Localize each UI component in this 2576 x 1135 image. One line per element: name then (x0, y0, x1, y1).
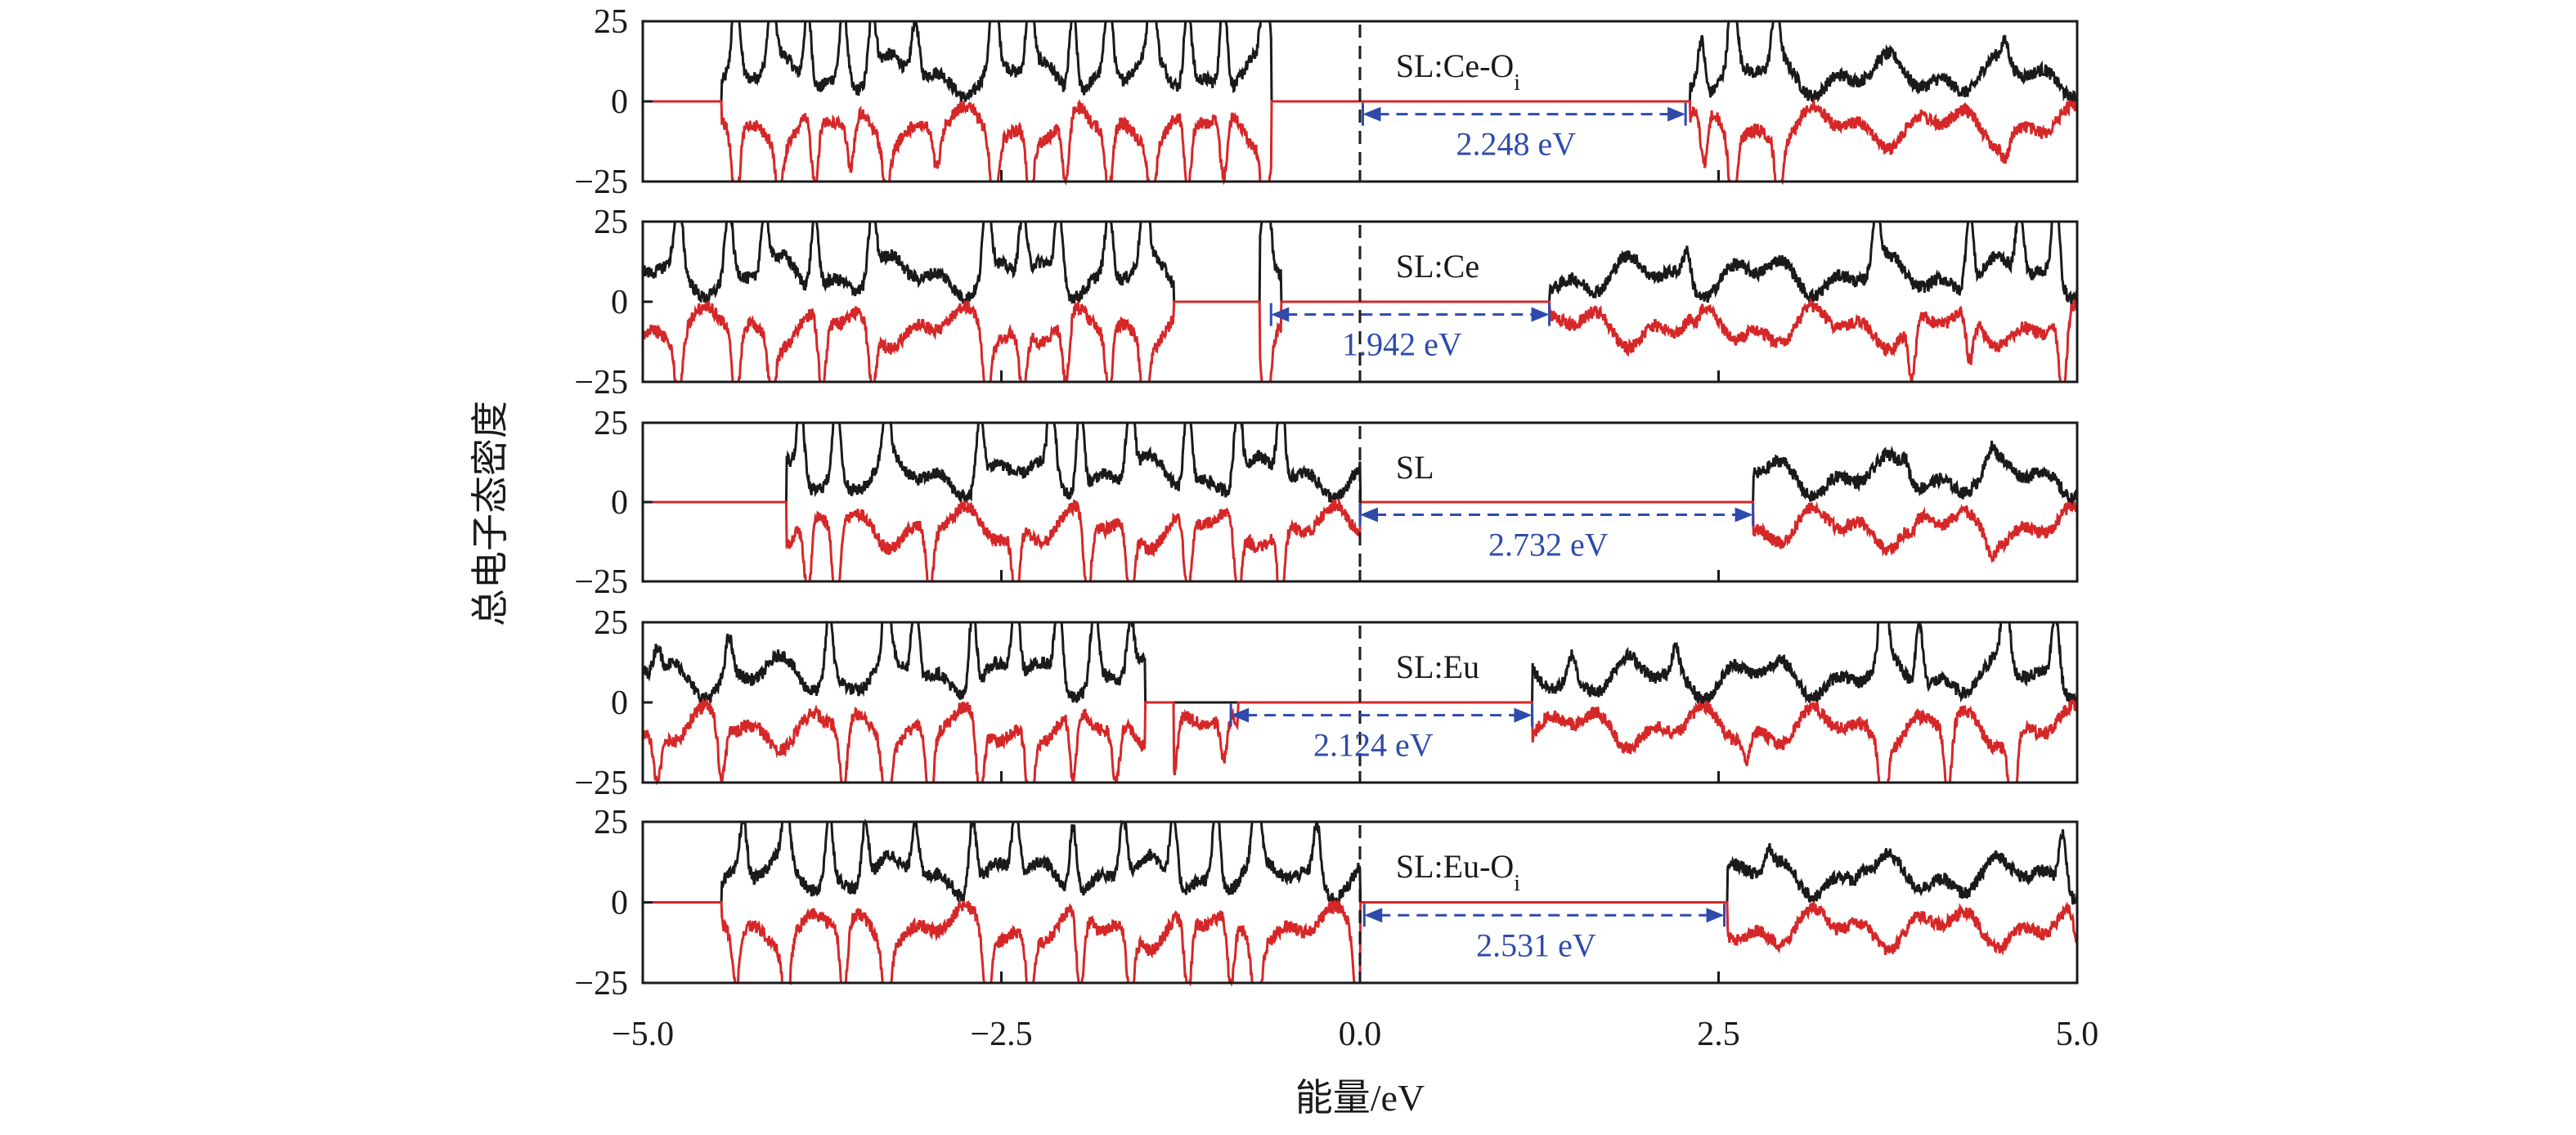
y-tick-label: 0 (611, 284, 628, 321)
dos-panel: 25 0 −25 SL 2.732 eV (574, 405, 2079, 601)
band-gap-label: 2.248 eV (1456, 126, 1577, 163)
arrow-head-left-icon (1364, 908, 1383, 923)
arrow-head-left-icon (1362, 106, 1381, 122)
arrow-head-left-icon (1271, 307, 1290, 322)
band-gap-label: 1.942 eV (1342, 326, 1462, 363)
x-tick-label: 5.0 (2056, 1016, 2099, 1053)
y-tick-label: −25 (574, 563, 628, 601)
spin-up-dos-line (643, 421, 2079, 506)
arrow-head-right-icon (1706, 908, 1725, 923)
arrow-head-left-icon (1360, 507, 1378, 523)
arrow-head-left-icon (1231, 707, 1250, 723)
arrow-head-right-icon (1667, 106, 1686, 122)
dos-panel: 25 0 −25 SL:Eu-Oi 2.531 eV (574, 804, 2079, 1003)
x-tick-label: 2.5 (1697, 1016, 1740, 1053)
arrow-head-right-icon (1514, 707, 1533, 723)
x-tick-label: −5.0 (612, 1016, 674, 1053)
x-axis-label: 能量/eV (1295, 1077, 1425, 1119)
panel-label: SL:Eu (1396, 648, 1479, 685)
dos-panel: 25 0 −25 SL:Ce-Oi 2.248 eV (574, 3, 2079, 201)
spin-down-dos-line (643, 497, 2079, 583)
y-tick-label: 25 (594, 604, 628, 642)
y-tick-label: −25 (574, 765, 628, 802)
y-tick-label: 0 (611, 885, 628, 922)
y-axis-label: 总电子态密度 (469, 401, 511, 626)
band-gap-label: 2.732 eV (1488, 527, 1609, 563)
dos-panel: 25 0 −25 SL:Ce 1.942 eV (574, 204, 2079, 402)
dos-panel: 25 0 −25 SL:Eu 2.124 eV (574, 604, 2079, 802)
y-tick-label: 0 (611, 83, 628, 121)
panel-label: SL:Eu-Oi (1396, 848, 1520, 896)
x-tick-label: −2.5 (970, 1016, 1032, 1053)
y-tick-label: 25 (594, 204, 628, 241)
y-tick-label: 0 (611, 484, 628, 522)
y-tick-label: 0 (611, 684, 628, 722)
arrow-head-right-icon (1531, 307, 1550, 322)
panel-label: SL (1396, 449, 1434, 486)
panel-label: SL:Ce (1396, 248, 1479, 285)
panel-label: SL:Ce-Oi (1396, 47, 1520, 96)
y-tick-label: 25 (594, 405, 628, 442)
y-tick-label: −25 (574, 364, 628, 402)
y-tick-label: −25 (574, 965, 628, 1003)
y-tick-label: 25 (594, 3, 628, 41)
x-tick-label: 0.0 (1339, 1016, 1382, 1053)
arrow-head-right-icon (1735, 507, 1753, 523)
y-tick-label: 25 (594, 804, 628, 841)
band-gap-label: 2.531 eV (1476, 926, 1596, 963)
y-tick-label: −25 (574, 164, 628, 201)
band-gap-label: 2.124 eV (1313, 727, 1434, 764)
